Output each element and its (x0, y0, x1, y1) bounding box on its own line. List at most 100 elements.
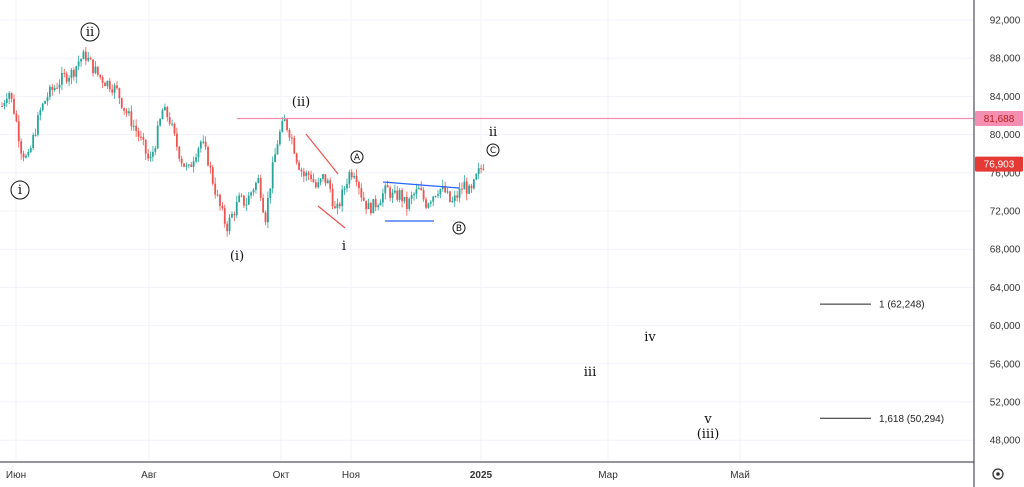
candle-body (425, 199, 427, 208)
candle-body (377, 205, 379, 208)
candle-body (202, 141, 205, 143)
candle-body (456, 195, 459, 198)
candle-body (192, 161, 195, 167)
candle-body (118, 88, 121, 99)
candle-body (473, 179, 475, 189)
settings-button[interactable] (992, 468, 1004, 480)
candle-body (298, 162, 300, 170)
x-tick-label: Май (730, 470, 750, 481)
candle-body (8, 92, 11, 99)
candle-body (147, 153, 150, 159)
candle-body (401, 190, 403, 202)
x-tick-label: Мар (598, 470, 618, 481)
candle-body (123, 107, 126, 111)
candle-body (20, 141, 23, 154)
candle-body (60, 72, 63, 85)
y-tick-label: 76,000 (990, 168, 1021, 179)
candle-body (259, 178, 262, 198)
candle-body (207, 146, 209, 166)
candle-body (353, 175, 356, 178)
candle-body (317, 182, 320, 188)
candle-body (252, 189, 255, 193)
candle-body (465, 181, 468, 194)
y-tick-label: 56,000 (990, 359, 1021, 370)
price-axis[interactable]: 92,000 88,000 84,000 80,000 76,000 72,000 68,0… (973, 0, 1021, 487)
candle-body (15, 113, 18, 122)
candle-body (413, 193, 415, 196)
candle-body (111, 89, 114, 93)
x-tick-label: Авг (141, 470, 157, 481)
fib-level-label: 1 (62,248) (879, 300, 925, 311)
candle-body (319, 178, 322, 183)
candle-body (384, 185, 387, 194)
candle-body (92, 59, 94, 74)
candle-body (346, 183, 348, 189)
candle-body (185, 165, 188, 167)
candle-body (432, 196, 435, 202)
candle-body (216, 194, 219, 196)
candle-body (226, 223, 229, 232)
wave-label-circle (452, 221, 466, 235)
candle-body (240, 195, 243, 197)
triangle-lower-edge[interactable] (317, 205, 346, 229)
candle-body (51, 86, 54, 91)
candle-body (87, 57, 90, 61)
candle-body (312, 179, 315, 183)
channel-upper-line[interactable] (382, 181, 460, 189)
resistance-price-tag: 81,688 (984, 114, 1015, 125)
candle-body (10, 92, 13, 99)
candle-body (274, 154, 276, 163)
candle-body (372, 199, 375, 214)
candle-body (25, 155, 27, 158)
candle-body (326, 180, 329, 184)
candle-body (278, 131, 281, 145)
candle-body (410, 195, 413, 199)
candle-body (264, 212, 267, 223)
candle-body (334, 206, 336, 209)
candle-body (106, 81, 109, 87)
triangle-upper-edge[interactable] (305, 133, 339, 175)
candle-body (209, 165, 212, 168)
candle-body (29, 147, 32, 153)
candle-body (283, 119, 286, 122)
x-tick-label: Июн (6, 470, 26, 481)
wave-label: iii (584, 365, 596, 380)
time-axis[interactable]: Июн Авг Окт Ноя 2025 Мар Май (0, 461, 974, 481)
candle-body (386, 185, 389, 188)
candle-body (68, 77, 70, 82)
drawings: 1 (62,248) 1,618 (50,294) (237, 117, 974, 425)
wave-label: iv (644, 330, 656, 345)
candle-body (80, 59, 82, 62)
candle-body (358, 182, 360, 189)
candle-body (168, 117, 171, 124)
wave-label: A (354, 153, 361, 163)
candle-body (262, 197, 265, 213)
candle-body (163, 107, 166, 111)
gear-icon-center (996, 472, 1000, 476)
candle-body (204, 141, 207, 147)
candle-body (365, 200, 368, 210)
candle-body (470, 185, 473, 189)
candle-body (221, 205, 224, 209)
candle-body (468, 185, 471, 194)
gear-icon[interactable] (992, 468, 1004, 480)
candle-body (422, 190, 425, 200)
candle-body (89, 57, 92, 60)
candle-body (149, 156, 152, 159)
candle-body (267, 198, 269, 223)
price-tags: 81,688 76,903 (975, 110, 1023, 172)
candle-body (429, 201, 432, 204)
candle-body (355, 175, 358, 183)
candle-body (348, 172, 351, 184)
candle-body (458, 188, 461, 198)
candle-body (250, 192, 253, 196)
candle-body (329, 180, 332, 189)
candle-body (257, 178, 260, 183)
candle-body (120, 98, 123, 108)
candle-body (190, 164, 193, 167)
candle-body (70, 69, 73, 78)
candle-body (3, 102, 6, 107)
candle-body (96, 66, 99, 75)
x-tick-label: Окт (273, 470, 290, 481)
